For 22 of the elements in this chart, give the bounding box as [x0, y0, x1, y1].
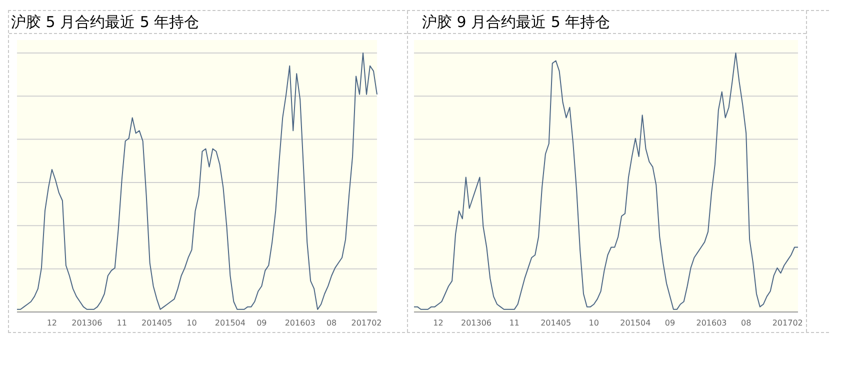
x-tick-label: 201603	[696, 318, 727, 328]
x-tick-label: 201702	[351, 318, 382, 328]
chart-title: 沪胶 9 月合约最近 5 年持仓	[408, 11, 806, 34]
x-tick-label: 201603	[284, 318, 316, 328]
x-tick-label: 08	[741, 318, 752, 328]
chart-title: 沪胶 5 月合约最近 5 年持仓	[9, 11, 407, 34]
x-tick-label: 09	[664, 318, 676, 328]
x-tick-label: 11	[116, 318, 127, 328]
x-tick-label: 09	[256, 318, 267, 328]
x-tick-label: 201504	[620, 318, 651, 328]
x-tick-label: 12	[433, 318, 444, 328]
x-tick-label: 201504	[214, 318, 246, 328]
x-tick-label: 08	[326, 318, 337, 328]
x-tick-label: 201702	[772, 318, 803, 328]
x-tick-label: 201405	[142, 318, 172, 328]
x-tick-label: 201306	[460, 318, 492, 328]
x-tick-label: 10	[588, 318, 599, 328]
x-tick-label: 201306	[72, 318, 102, 328]
x-tick-label: 12	[46, 318, 58, 328]
x-tick-label: 201405	[540, 318, 572, 328]
x-tick-label: 11	[509, 318, 520, 328]
x-tick-label: 10	[186, 318, 197, 328]
